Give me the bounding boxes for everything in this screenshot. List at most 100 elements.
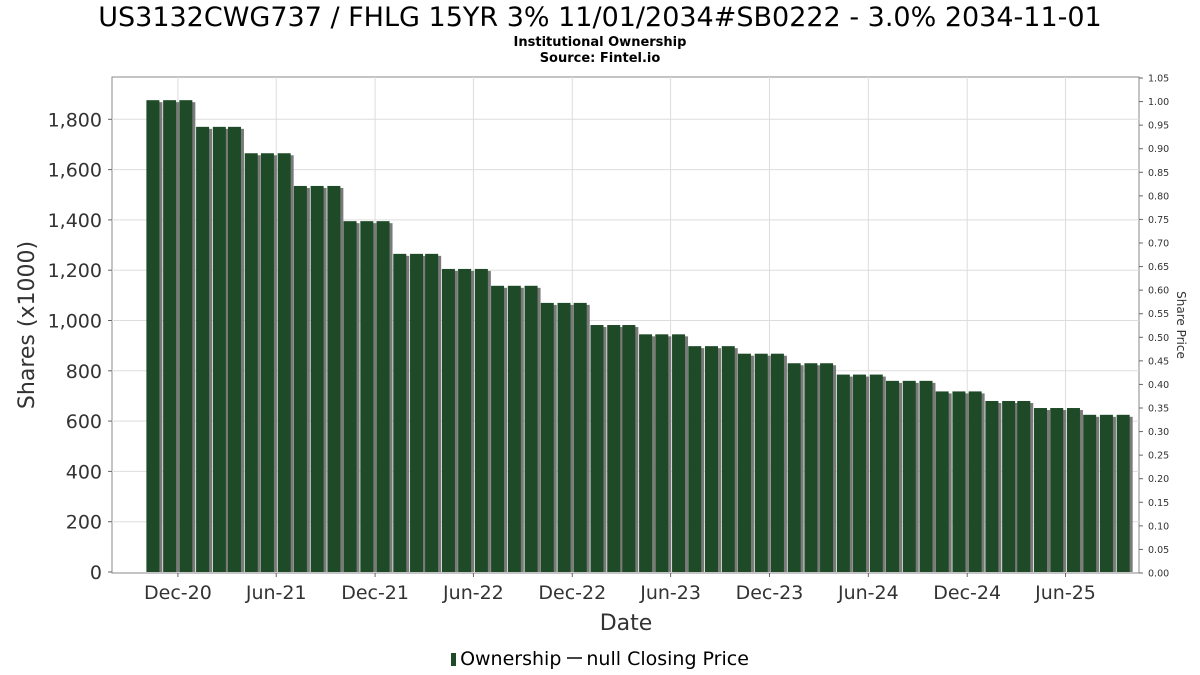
ownership-bar <box>721 346 735 572</box>
ownership-bar <box>196 126 210 572</box>
ownership-bar <box>607 325 621 572</box>
ownership-bar <box>458 268 472 572</box>
y2-tick-label: 0.70 <box>1148 239 1169 250</box>
ownership-bar <box>376 221 390 572</box>
y2-tick-label: 0.40 <box>1148 380 1169 391</box>
ownership-bar <box>540 302 554 572</box>
ownership-bar <box>1083 414 1097 572</box>
y2-tick-label: 0.45 <box>1148 356 1169 367</box>
y-axis-title: Shares (x1000) <box>15 241 40 409</box>
ownership-bar <box>672 334 686 572</box>
x-tick-label: Dec-23 <box>736 582 804 604</box>
x-axis-title: Date <box>600 611 653 636</box>
ownership-bar <box>770 353 784 572</box>
x-tick-label: Jun-21 <box>245 582 307 604</box>
ownership-bar <box>507 285 521 572</box>
ownership-bar <box>393 253 407 573</box>
ownership-bar <box>260 153 274 572</box>
ownership-bar <box>1034 408 1048 572</box>
ownership-swatch <box>451 653 457 666</box>
y2-tick-label: 0.05 <box>1148 545 1169 556</box>
ownership-bar <box>277 153 291 572</box>
y-tick-label: 0 <box>90 562 102 584</box>
y2-tick-label: 0.15 <box>1148 498 1169 509</box>
y2-tick-label: 0.10 <box>1148 521 1169 532</box>
x-tick-label: Dec-24 <box>933 582 1001 604</box>
ownership-bar <box>1050 408 1064 572</box>
ownership-bar <box>491 285 505 572</box>
x-tick-label: Jun-22 <box>442 582 504 604</box>
y2-tick-label: 0.60 <box>1148 286 1169 297</box>
ownership-bar <box>1017 400 1031 572</box>
y2-tick-label: 0.00 <box>1148 569 1169 580</box>
ownership-bar <box>869 374 883 572</box>
chart-source: Source: Fintel.io <box>539 51 661 66</box>
ownership-bar <box>227 126 241 572</box>
ownership-bar <box>1002 400 1016 572</box>
ownership-bar <box>146 100 160 572</box>
ownership-bar <box>212 126 226 572</box>
ownership-bar <box>935 391 949 572</box>
y-tick-label: 1,800 <box>48 109 102 131</box>
ownership-bar <box>836 374 850 572</box>
x-tick-label: Dec-21 <box>341 582 409 604</box>
legend-price-label: null Closing Price <box>586 648 749 670</box>
ownership-bar <box>441 268 455 572</box>
y-tick-label: 400 <box>66 461 102 483</box>
ownership-bar <box>704 346 718 572</box>
y2-tick-label: 0.25 <box>1148 451 1169 462</box>
ownership-bar <box>688 346 702 572</box>
ownership-bar <box>293 185 307 572</box>
ownership-bar <box>985 400 999 572</box>
y-tick-label: 1,200 <box>48 260 102 282</box>
ownership-bar <box>327 185 341 572</box>
ownership-bar <box>1099 414 1113 572</box>
ownership-bar <box>1066 408 1080 572</box>
y-tick-label: 200 <box>66 512 102 534</box>
axes: 0 200 400 600 800 1,000 1,200 1,400 1,600 1,800 De… <box>15 74 1188 637</box>
ownership-bar <box>573 302 587 572</box>
ownership-bar <box>754 353 768 572</box>
y-tick-label: 1,600 <box>48 160 102 182</box>
bars <box>146 100 1133 573</box>
y-tick-label: 1,400 <box>48 210 102 232</box>
ownership-bar <box>425 253 439 573</box>
ownership-bar <box>902 380 916 572</box>
ownership-bar <box>655 334 669 572</box>
ownership-bar <box>474 268 488 572</box>
y2-tick-label: 0.65 <box>1148 262 1169 273</box>
ownership-bar <box>853 374 867 572</box>
y2-tick-label: 0.50 <box>1148 333 1169 344</box>
y2-tick-label: 1.05 <box>1148 74 1169 85</box>
y-tick-label: 800 <box>66 361 102 383</box>
y2-tick-label: 0.30 <box>1148 427 1169 438</box>
chart-subtitle: Institutional Ownership <box>513 35 687 50</box>
x-tick-label: Jun-24 <box>837 582 899 604</box>
x-tick-label: Dec-20 <box>144 582 212 604</box>
ownership-bar <box>787 363 801 572</box>
price-swatch <box>567 657 583 659</box>
ownership-bar <box>737 353 751 572</box>
ownership-bar <box>968 391 982 572</box>
ownership-bar <box>343 221 357 572</box>
y2-tick-label: 0.95 <box>1148 121 1169 132</box>
ownership-bar <box>310 185 324 572</box>
legend: Ownership null Closing Price <box>0 648 1200 670</box>
y2-tick-label: 0.85 <box>1148 168 1169 179</box>
ownership-bar <box>163 100 177 572</box>
ownership-bar <box>952 391 966 572</box>
ownership-bar <box>179 100 193 572</box>
ownership-bar <box>524 285 538 572</box>
chart-title: US3132CWG737 / FHLG 15YR 3% 11/01/2034#S… <box>98 2 1102 33</box>
ownership-bar <box>360 221 374 572</box>
x-tick-label: Jun-25 <box>1034 582 1096 604</box>
y2-axis-title: Share Price <box>1174 291 1188 359</box>
ownership-bar <box>885 380 899 572</box>
y2-tick-label: 0.80 <box>1148 191 1169 202</box>
y-tick-label: 600 <box>66 411 102 433</box>
y2-tick-label: 1.00 <box>1148 97 1169 108</box>
y2-tick-label: 0.90 <box>1148 144 1169 155</box>
ownership-bar <box>1116 414 1130 572</box>
ownership-bar <box>639 334 653 572</box>
